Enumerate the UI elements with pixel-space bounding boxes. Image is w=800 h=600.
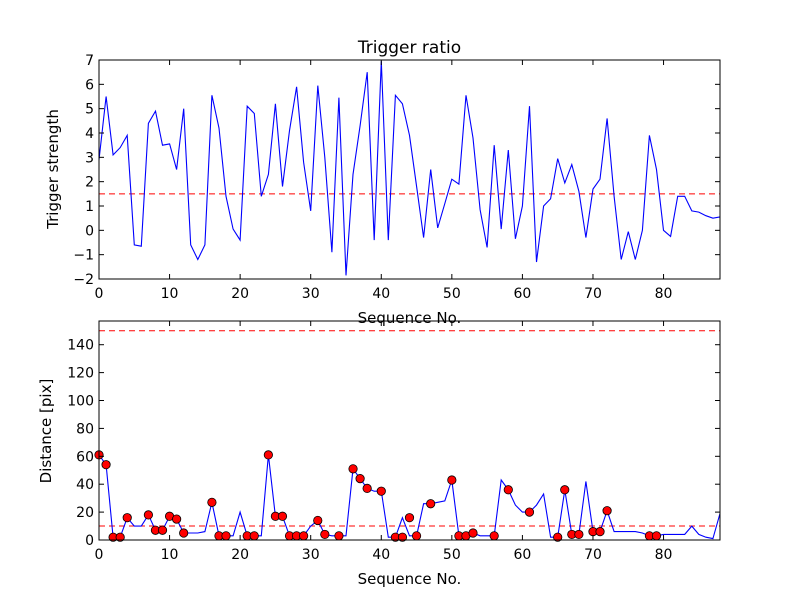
- distance-marker: [503, 485, 513, 495]
- distance-marker: [397, 532, 408, 542]
- trigger-ratio-plot-area: 0 10 20 30 40 50 60 70 80 −2 −1 0 1 2 3 4 5 6 7: [73, 53, 720, 302]
- distance-marker: [489, 531, 499, 541]
- distance-marker: [143, 510, 153, 520]
- distance-marker: [122, 513, 132, 523]
- distance-y-tick-label: 20: [76, 505, 94, 521]
- distance-marker: [320, 529, 330, 540]
- trigger-ratio-x-tick-label: 70: [584, 286, 602, 302]
- trigger-ratio-y-tick-label: 7: [85, 53, 94, 69]
- distance-x-tick-label: 80: [655, 547, 673, 563]
- distance-y-tick-label: 140: [67, 338, 94, 354]
- distance-x-tick-label: 10: [161, 547, 179, 563]
- distance-x-tick-label: 20: [231, 547, 249, 563]
- trigger-ratio-y-axis-label: Trigger strength: [44, 109, 62, 230]
- trigger-ratio-x-tick-label: 10: [161, 286, 179, 302]
- distance-marker: [263, 450, 273, 460]
- distance-marker: [115, 532, 125, 542]
- distance-x-tick-label: 60: [513, 547, 531, 563]
- distance-marker: [376, 486, 386, 496]
- trigger-ratio-x-axis-label: Sequence No.: [358, 309, 462, 327]
- distance-marker: [411, 531, 422, 541]
- distance-marker: [157, 525, 168, 535]
- distance-y-tick-label: 100: [67, 394, 94, 410]
- distance-marker: [207, 497, 217, 507]
- distance-marker: [299, 531, 309, 541]
- distance-series-line-0: [99, 454, 720, 540]
- distance-marker: [560, 485, 570, 495]
- trigger-ratio-y-tick-label: 0: [85, 223, 94, 239]
- distance-marker: [426, 499, 436, 509]
- distance-marker: [602, 506, 612, 516]
- distance-marker: [447, 475, 457, 485]
- distance-y-tick-label: 40: [76, 477, 94, 493]
- trigger-ratio-series-line-0: [99, 61, 720, 276]
- trigger-ratio-y-tick-label: 1: [85, 199, 94, 215]
- distance-y-tick-label: 0: [85, 533, 94, 549]
- distance-marker: [334, 531, 344, 541]
- trigger-ratio-x-tick-label: 60: [513, 286, 531, 302]
- distance-marker: [651, 531, 662, 541]
- distance-y-tick-label: 80: [76, 421, 94, 437]
- chart-title: Trigger ratio: [357, 38, 461, 58]
- distance-marker: [468, 528, 478, 538]
- distance-marker: [553, 532, 563, 542]
- trigger-ratio-x-tick-label: 20: [231, 286, 249, 302]
- distance-marker: [277, 511, 288, 521]
- distance-marker: [574, 529, 584, 540]
- trigger-ratio-y-tick-label: 2: [85, 175, 94, 191]
- distance-marker: [249, 531, 259, 541]
- distance-marker: [313, 515, 323, 526]
- trigger-ratio-y-tick-label: −2: [73, 272, 94, 288]
- distance-x-tick-label: 0: [95, 547, 104, 563]
- distance-x-tick-label: 40: [372, 547, 390, 563]
- distance-x-tick-label: 70: [584, 547, 602, 563]
- trigger-ratio-y-tick-label: −1: [73, 248, 94, 264]
- trigger-ratio-axes-frame: [98, 59, 721, 280]
- distance-chart: 0 10 20 30 40 50 60 70 80 0 20 40 60 80 100 120 140 Sequ…: [37, 320, 721, 588]
- trigger-ratio-x-tick-label: 40: [372, 286, 390, 302]
- trigger-ratio-y-tick-label: 6: [85, 77, 94, 93]
- distance-marker: [221, 531, 231, 541]
- distance-marker: [595, 527, 605, 537]
- distance-y-axis-label: Distance [pix]: [37, 379, 55, 484]
- trigger-ratio-y-tick-label: 4: [85, 126, 94, 142]
- trigger-ratio-x-tick-label: 30: [302, 286, 320, 302]
- distance-marker: [348, 464, 358, 474]
- distance-x-tick-label: 30: [302, 547, 320, 563]
- trigger-ratio-y-tick-label: 5: [85, 102, 94, 118]
- distance-marker: [179, 528, 189, 538]
- distance-x-tick-label: 50: [443, 547, 461, 563]
- distance-marker: [172, 514, 182, 524]
- trigger-ratio-y-tick-label: 3: [85, 150, 94, 166]
- trigger-ratio-chart: Trigger ratio 0 10 20 30 40 50 60 70 80 −2 −1 0 1 2 3 4…: [44, 38, 721, 327]
- distance-marker: [355, 474, 365, 484]
- distance-marker: [524, 507, 535, 517]
- distance-y-tick-label: 120: [67, 366, 94, 382]
- distance-axes-frame: [98, 320, 721, 541]
- distance-marker: [362, 483, 372, 493]
- trigger-ratio-x-tick-label: 80: [655, 286, 673, 302]
- distance-marker: [404, 513, 415, 523]
- trigger-ratio-x-tick-label: 0: [95, 286, 104, 302]
- distance-x-axis-label: Sequence No.: [358, 570, 462, 588]
- distance-plot-area: 0 10 20 30 40 50 60 70 80 0 20 40 60 80 100 120 140: [67, 321, 720, 563]
- trigger-ratio-x-tick-label: 50: [443, 286, 461, 302]
- distance-y-tick-label: 60: [76, 449, 94, 465]
- distance-marker: [101, 460, 111, 470]
